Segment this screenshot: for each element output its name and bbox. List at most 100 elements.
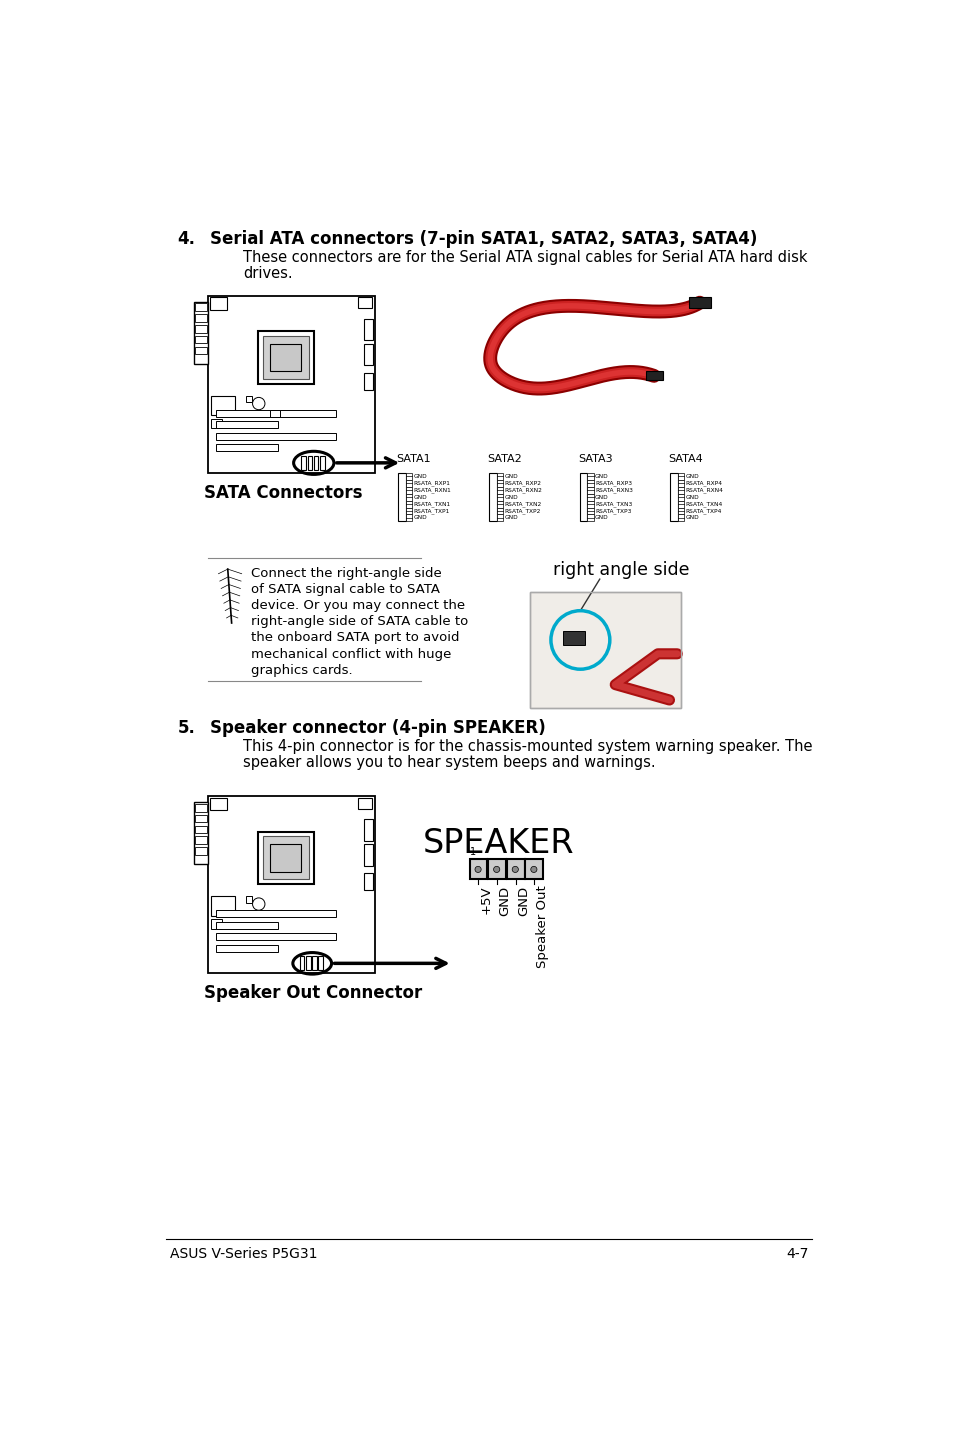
Text: Speaker connector (4-pin SPEAKER): Speaker connector (4-pin SPEAKER) xyxy=(210,719,545,738)
Bar xyxy=(497,493,502,500)
Text: GND: GND xyxy=(685,495,699,499)
Bar xyxy=(195,837,207,844)
Text: GND: GND xyxy=(595,495,608,499)
Bar xyxy=(216,433,335,440)
Text: RSATA_RXP4: RSATA_RXP4 xyxy=(685,480,722,486)
Text: 1: 1 xyxy=(470,847,476,857)
Bar xyxy=(406,486,412,493)
Bar xyxy=(587,500,593,508)
Bar xyxy=(406,515,412,522)
Text: speaker allows you to hear system beeps and warnings.: speaker allows you to hear system beeps … xyxy=(243,755,656,769)
Bar xyxy=(216,933,335,940)
Bar xyxy=(208,296,375,473)
Bar xyxy=(587,508,593,515)
Text: GND: GND xyxy=(504,495,517,499)
Bar xyxy=(194,302,208,364)
Bar xyxy=(488,860,505,880)
Bar xyxy=(210,298,227,309)
Circle shape xyxy=(530,866,537,873)
Bar xyxy=(497,486,502,493)
Bar xyxy=(688,298,710,308)
Bar xyxy=(312,956,316,971)
Bar xyxy=(678,486,683,493)
Text: RSATA_RXN1: RSATA_RXN1 xyxy=(414,487,451,493)
Bar xyxy=(397,473,406,522)
Bar xyxy=(257,831,314,884)
Text: right-angle side of SATA cable to: right-angle side of SATA cable to xyxy=(251,615,468,628)
Bar xyxy=(587,493,593,500)
Circle shape xyxy=(253,397,265,410)
Text: RSATA_RXP2: RSATA_RXP2 xyxy=(504,480,541,486)
Bar xyxy=(245,896,252,903)
Bar xyxy=(406,500,412,508)
Bar xyxy=(210,798,227,810)
Bar xyxy=(299,956,304,971)
Text: Speaker Out: Speaker Out xyxy=(536,886,548,968)
Bar xyxy=(357,298,372,308)
Text: +5V: +5V xyxy=(479,886,493,915)
Text: right angle side: right angle side xyxy=(553,561,689,580)
Text: RSATA_TXN3: RSATA_TXN3 xyxy=(595,502,632,506)
Text: RSATA_TXN4: RSATA_TXN4 xyxy=(685,502,722,506)
Bar xyxy=(318,956,323,971)
Bar xyxy=(678,508,683,515)
Bar xyxy=(245,395,252,403)
Bar xyxy=(270,344,301,371)
Bar xyxy=(216,910,335,917)
Circle shape xyxy=(253,897,265,910)
Text: SATA1: SATA1 xyxy=(396,453,431,463)
Bar xyxy=(314,456,318,470)
Text: 5.: 5. xyxy=(177,719,195,738)
Bar xyxy=(357,798,372,808)
Bar xyxy=(212,896,234,916)
Bar xyxy=(364,319,373,341)
Text: the onboard SATA port to avoid: the onboard SATA port to avoid xyxy=(251,631,459,644)
Text: SATA3: SATA3 xyxy=(578,453,612,463)
Text: SATA2: SATA2 xyxy=(487,453,521,463)
Bar xyxy=(497,515,502,522)
Text: This 4-pin connector is for the chassis-mounted system warning speaker. The: This 4-pin connector is for the chassis-… xyxy=(243,739,812,755)
Bar xyxy=(497,508,502,515)
Text: graphics cards.: graphics cards. xyxy=(251,664,353,677)
Text: RSATA_RXP1: RSATA_RXP1 xyxy=(414,480,450,486)
Text: These connectors are for the Serial ATA signal cables for Serial ATA hard disk: These connectors are for the Serial ATA … xyxy=(243,250,807,266)
Text: RSATA_TXN2: RSATA_TXN2 xyxy=(504,502,541,506)
Text: GND: GND xyxy=(685,515,699,521)
Text: RSATA_RXN4: RSATA_RXN4 xyxy=(685,487,723,493)
Bar xyxy=(270,410,279,417)
Text: RSATA_RXP3: RSATA_RXP3 xyxy=(595,480,632,486)
Bar xyxy=(306,956,311,971)
Text: Connect the right-angle side: Connect the right-angle side xyxy=(251,567,441,580)
Text: GND: GND xyxy=(504,475,517,479)
Bar xyxy=(195,847,207,854)
Text: GND: GND xyxy=(595,475,608,479)
Bar xyxy=(497,480,502,486)
Bar xyxy=(195,325,207,332)
Bar xyxy=(678,500,683,508)
Text: Serial ATA connectors (7-pin SATA1, SATA2, SATA3, SATA4): Serial ATA connectors (7-pin SATA1, SATA… xyxy=(210,230,757,249)
Bar xyxy=(406,473,412,480)
Bar xyxy=(364,372,373,390)
Bar xyxy=(406,493,412,500)
Text: RSATA_RXN3: RSATA_RXN3 xyxy=(595,487,632,493)
Text: GND: GND xyxy=(414,475,427,479)
Bar xyxy=(319,456,324,470)
Bar xyxy=(216,410,335,417)
Bar xyxy=(469,860,487,880)
Bar xyxy=(364,873,373,890)
Bar xyxy=(208,797,375,974)
Bar xyxy=(212,418,222,429)
Text: GND: GND xyxy=(498,886,511,916)
Bar xyxy=(216,922,278,929)
Bar xyxy=(195,815,207,823)
Bar xyxy=(195,315,207,322)
Bar xyxy=(364,820,373,841)
Bar xyxy=(587,515,593,522)
Bar xyxy=(525,860,542,880)
Bar xyxy=(645,371,662,381)
Text: mechanical conflict with huge: mechanical conflict with huge xyxy=(251,647,451,660)
Bar xyxy=(212,395,234,416)
Text: GND: GND xyxy=(504,515,517,521)
Bar xyxy=(678,480,683,486)
Bar xyxy=(195,347,207,354)
